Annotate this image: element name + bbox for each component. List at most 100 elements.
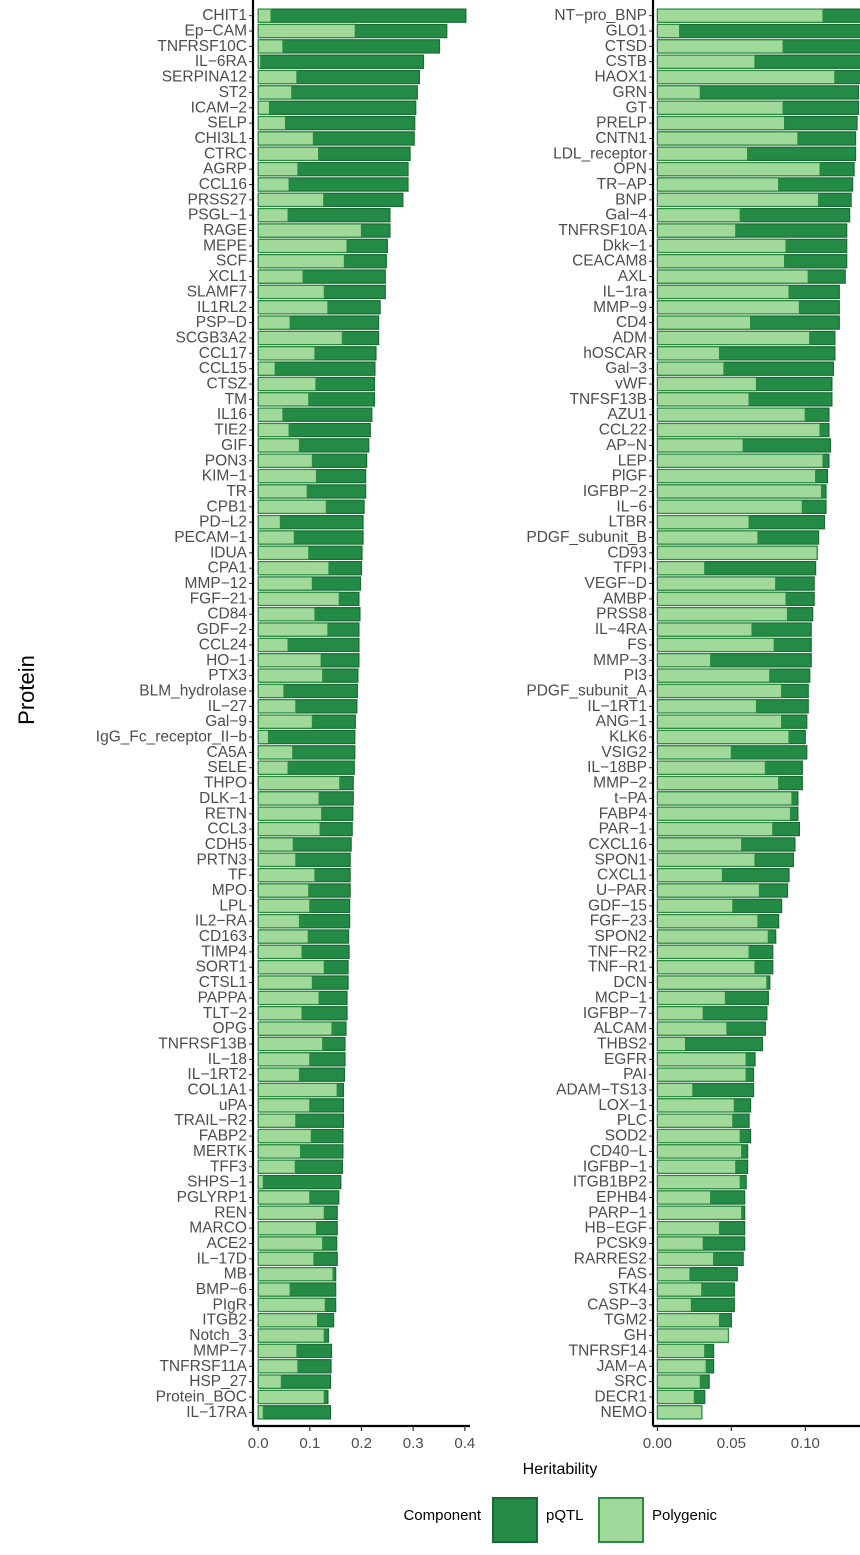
bar-row: THBS2 [597, 1035, 764, 1052]
bar-polygenic [257, 668, 324, 683]
bar-row: HB−EGF [585, 1220, 746, 1237]
category-label: ALCAM [594, 1020, 647, 1037]
bar-polygenic [656, 1297, 693, 1313]
left-panel: CHIT1Ep−CAMTNFRSF10CIL−6RASERPINA12ST2IC… [96, 0, 475, 1452]
bar-polygenic [656, 453, 824, 468]
bar-row: PECAM−1 [174, 529, 364, 546]
bar-row: ANG−1 [596, 713, 808, 730]
bar-row: vWF [615, 376, 833, 393]
category-label: IL−1RT2 [187, 1066, 247, 1083]
bar-polygenic [257, 1144, 302, 1159]
bar-polygenic [656, 514, 750, 530]
bar-row: ADM [613, 329, 836, 346]
bar-row: ACE2 [207, 1235, 338, 1252]
bar-row: GRN [613, 84, 860, 101]
bar-polygenic [656, 192, 820, 208]
bar-row: BMP−6 [196, 1281, 337, 1298]
bar-polygenic [257, 683, 285, 699]
category-label: THBS2 [597, 1035, 647, 1052]
bar-polygenic [656, 1266, 691, 1282]
bar-row: CD40−L [590, 1143, 749, 1160]
bar-polygenic [656, 990, 727, 1006]
category-label: CCL3 [207, 821, 247, 838]
category-label: IL−18BP [587, 759, 647, 776]
bar-row: TIE2 [214, 422, 371, 439]
category-label: SOD2 [605, 1128, 647, 1145]
bar-row: OPG [213, 1020, 347, 1037]
bar-row: IL−17RA [186, 1404, 332, 1421]
bar-row: CTSZ [207, 376, 376, 393]
bar-polygenic [257, 1190, 311, 1205]
bar-polygenic [656, 1405, 703, 1420]
category-label: IL1RL2 [197, 299, 247, 316]
category-label: GH [624, 1327, 647, 1344]
category-label: TM [225, 391, 247, 408]
bar-polygenic [656, 1190, 712, 1205]
category-label: IGFBP−1 [583, 1158, 647, 1175]
category-label: U−PAR [596, 882, 647, 899]
legend-swatch-polygenic [598, 1497, 644, 1543]
category-label: AZU1 [607, 406, 647, 423]
category-label: FABP2 [199, 1128, 247, 1145]
bar-polygenic [257, 1128, 312, 1144]
category-label: TLT−2 [203, 1005, 247, 1022]
bar-polygenic [656, 1098, 735, 1113]
category-label: ANG−1 [596, 713, 647, 730]
bar-row: DCN [613, 974, 771, 991]
bar-row: ADAM−TS13 [556, 1082, 755, 1099]
bar-polygenic [656, 1006, 704, 1021]
bar-pqtl [257, 8, 467, 23]
bar-row: Gal−9 [205, 713, 356, 730]
bar-polygenic [257, 300, 329, 315]
bar-polygenic [656, 422, 821, 438]
bar-polygenic [656, 837, 743, 852]
category-label: CD93 [607, 544, 647, 561]
bar-polygenic [656, 913, 759, 929]
bar-row: Gal−3 [605, 360, 834, 377]
category-label: LPL [219, 897, 247, 914]
bar-polygenic [257, 745, 294, 760]
legend: Component pQTL Polygenic [403, 1497, 718, 1543]
bar-row: GDF−2 [197, 621, 360, 638]
category-label: LTBR [609, 514, 647, 531]
bar-row: IL1RL2 [197, 299, 381, 316]
category-label: PRTN3 [196, 851, 247, 868]
bar-polygenic [257, 1313, 319, 1328]
bar-row: SCF [216, 253, 387, 270]
category-label: PLC [617, 1112, 647, 1129]
category-label: SELP [207, 115, 247, 132]
category-label: FABP4 [599, 805, 648, 822]
bar-row: FGF−23 [590, 913, 780, 930]
bar-row: TNFRSF14 [569, 1342, 715, 1359]
x-tick-label: 0.05 [717, 1435, 746, 1452]
category-label: CHIT1 [202, 7, 247, 24]
bar-row: IL−1ra [603, 283, 840, 300]
category-label: CD4 [616, 314, 647, 331]
bar-row: DLK−1 [199, 790, 354, 807]
bar-polygenic [656, 407, 806, 422]
bar-polygenic [656, 468, 817, 484]
bar-polygenic [656, 254, 786, 269]
category-label: HSP_27 [189, 1373, 247, 1390]
bar-polygenic [656, 806, 792, 821]
bar-row: AZU1 [607, 406, 830, 423]
bar-polygenic [656, 1174, 741, 1190]
category-label: ACE2 [207, 1235, 248, 1252]
category-label: GRN [613, 84, 647, 101]
bar-row: IL−27 [208, 698, 358, 715]
bar-polygenic [656, 1343, 706, 1359]
bar-row: CDH5 [205, 836, 352, 853]
bar-polygenic [257, 1282, 291, 1297]
bar-polygenic [656, 1052, 747, 1067]
category-label: PI3 [624, 667, 647, 684]
category-label: IL−17D [197, 1250, 247, 1267]
bar-polygenic [257, 806, 323, 821]
category-label: XCL1 [208, 268, 247, 285]
bar-row: PON3 [205, 452, 368, 469]
bar-row: HAOX1 [594, 69, 860, 86]
bar-row: LOX−1 [598, 1097, 752, 1114]
x-tick-label: 0.3 [403, 1435, 424, 1452]
category-label: MMP−7 [193, 1342, 247, 1359]
category-label: PRSS27 [188, 191, 247, 208]
bar-polygenic [257, 23, 356, 39]
